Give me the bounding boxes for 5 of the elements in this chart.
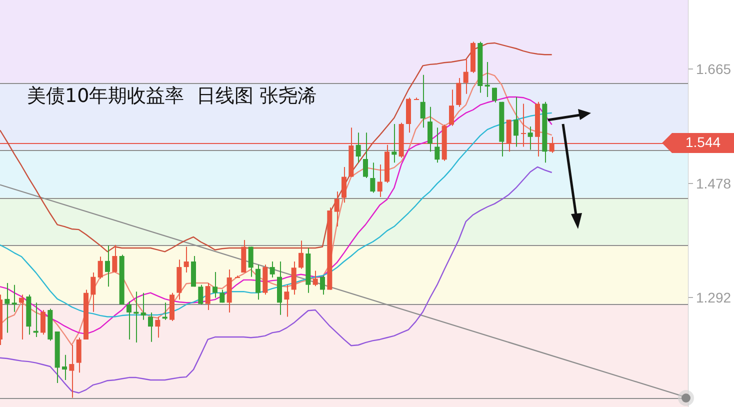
ref-line-label: 1.544 xyxy=(685,134,721,150)
text: 美债10年期收益率 日线图 张尧浠 xyxy=(27,84,316,107)
y-tick-label: 1.665 xyxy=(696,60,732,77)
y-tick-label: 1.292 xyxy=(696,290,732,306)
y-tick-label: 1.478 xyxy=(696,176,732,192)
